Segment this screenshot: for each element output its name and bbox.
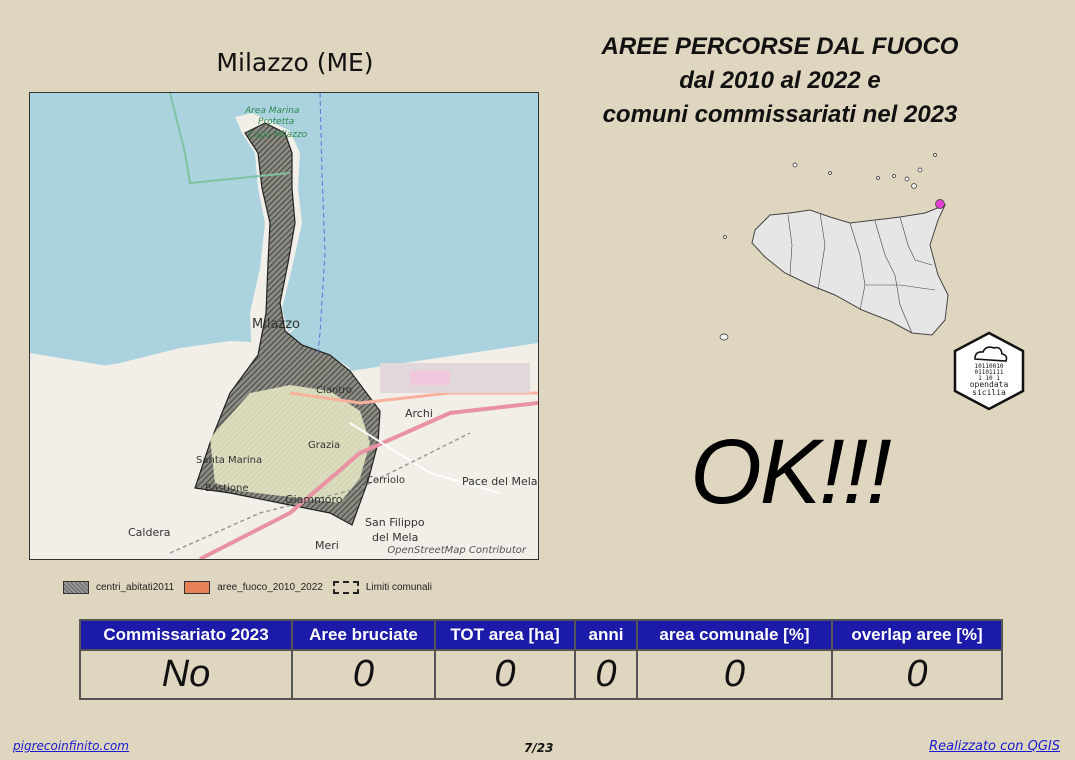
urban-plain [210, 385, 370, 503]
map-frame: Area Marina Protetta Capo Milazzo Milazz… [29, 92, 539, 560]
label-bastione: Bastione [205, 483, 249, 494]
island [792, 162, 798, 168]
label-meri: Meri [315, 539, 339, 552]
protected-area-line [169, 93, 291, 185]
header-area-comunale: area comunale [%] [636, 619, 833, 651]
value-commissariato: No [79, 649, 293, 700]
value-aree-bruciate: 0 [291, 649, 436, 700]
header-aree-bruciate: Aree bruciate [291, 619, 436, 651]
main-title: AREE PERCORSE DAL FUOCO dal 2010 al 2022… [560, 30, 1000, 132]
island-pantelleria [719, 333, 729, 341]
value-overlap-aree: 0 [831, 649, 1003, 700]
label-area-marina: Area Marina [244, 106, 299, 116]
map-attribution: OpenStreetMap Contributor [387, 545, 526, 556]
value-anni: 0 [574, 649, 638, 700]
legend-item-centri-abitati: centri_abitati2011 [63, 580, 175, 594]
header-overlap-aree: overlap aree [%] [831, 619, 1003, 651]
header-commissariato: Commissariato 2023 [79, 619, 293, 651]
island [723, 235, 727, 239]
stats-table: Commissariato 2023 Aree bruciate TOT are… [79, 619, 1003, 700]
province-border [865, 284, 936, 291]
value-tot-area: 0 [434, 649, 576, 700]
footer-page-number: 7/23 [524, 741, 554, 755]
label-del-mela: del Mela [372, 531, 418, 544]
dashed-outline-swatch-icon [332, 580, 359, 594]
label-giammoro: Giammoro [285, 493, 343, 506]
label-milazzo: Milazzo [252, 317, 300, 332]
map-legend: centri_abitati2011 aree_fuoco_2010_2022 … [63, 578, 442, 596]
footer-site-link[interactable]: pigrecoinfinito.com [13, 739, 129, 753]
hatched-swatch-icon [63, 580, 89, 594]
island [892, 174, 896, 178]
island [876, 176, 880, 180]
main-title-line1: AREE PERCORSE DAL FUOCO [601, 33, 959, 60]
legend-label-limiti-comunali: Limiti comunali [365, 581, 432, 593]
sicily-region [751, 204, 949, 336]
milazzo-marker [935, 199, 945, 209]
svg-text:10110010: 10110010 [975, 363, 1004, 370]
label-capo-milazzo: Capo Milazzo [248, 130, 308, 140]
label-santa-marina: Santa Marina [196, 455, 262, 466]
island [911, 183, 917, 189]
label-pace-del-mela: Pace del Mela [462, 475, 538, 488]
label-corriolo: Corriolo [366, 475, 405, 486]
footer-qgis-link[interactable]: Realizzato con QGIS [929, 739, 1060, 754]
header-tot-area: TOT area [ha] [434, 619, 576, 651]
sea-lane [317, 93, 326, 354]
opendata-sicilia-logo: 10110010 01101111 1 10 1 opendata sicili… [953, 331, 1025, 411]
industrial-area [380, 363, 530, 393]
logo-text-sicilia: sicilia [972, 388, 1006, 397]
industrial-highlight [410, 371, 450, 385]
svg-text:1 10 1: 1 10 1 [978, 375, 1000, 382]
legend-label-centri-abitati: centri_abitati2011 [96, 581, 175, 593]
value-area-comunale: 0 [636, 649, 833, 700]
label-caldera: Caldera [128, 526, 171, 539]
stats-value-row: No 0 0 0 0 0 [79, 649, 1003, 700]
cloud-icon [974, 346, 1008, 362]
map-canvas: Area Marina Protetta Capo Milazzo Milazz… [30, 93, 538, 559]
island [917, 167, 923, 173]
province-border [899, 216, 933, 266]
railway [169, 432, 471, 554]
svg-text:01101111: 01101111 [975, 369, 1004, 376]
island [933, 153, 937, 157]
island [904, 176, 910, 182]
legend-item-aree-fuoco: aree_fuoco_2010_2022 [184, 580, 323, 594]
sicily-inset-map [700, 145, 990, 350]
label-ciantro: Ciantro [316, 385, 352, 396]
label-archi: Archi [405, 407, 433, 420]
main-title-line3: comuni commissariati nel 2023 [602, 101, 958, 128]
province-border [894, 274, 913, 334]
label-protetta: Protetta [258, 117, 294, 127]
orange-swatch-icon [184, 580, 211, 594]
legend-label-aree-fuoco: aree_fuoco_2010_2022 [217, 581, 323, 593]
label-grazia: Grazia [308, 440, 340, 451]
legend-item-limiti-comunali: Limiti comunali [332, 580, 432, 594]
road-secondary [349, 422, 501, 494]
province-border [817, 212, 826, 291]
province-border [787, 214, 793, 276]
province-border [874, 220, 896, 276]
island [828, 171, 832, 175]
stats-header-row: Commissariato 2023 Aree bruciate TOT are… [79, 619, 1003, 651]
road-highway [199, 401, 538, 559]
map-title: Milazzo (ME) [216, 48, 374, 77]
sicily-map-svg [719, 153, 949, 341]
main-title-line2: dal 2010 al 2022 e [679, 67, 881, 94]
status-ok: OK!!! [690, 421, 892, 523]
logo-text-opendata: opendata [970, 380, 1009, 389]
label-san-filippo: San Filippo [365, 516, 425, 529]
header-anni: anni [574, 619, 638, 651]
province-border [849, 222, 866, 311]
land-west-coast [30, 323, 300, 559]
